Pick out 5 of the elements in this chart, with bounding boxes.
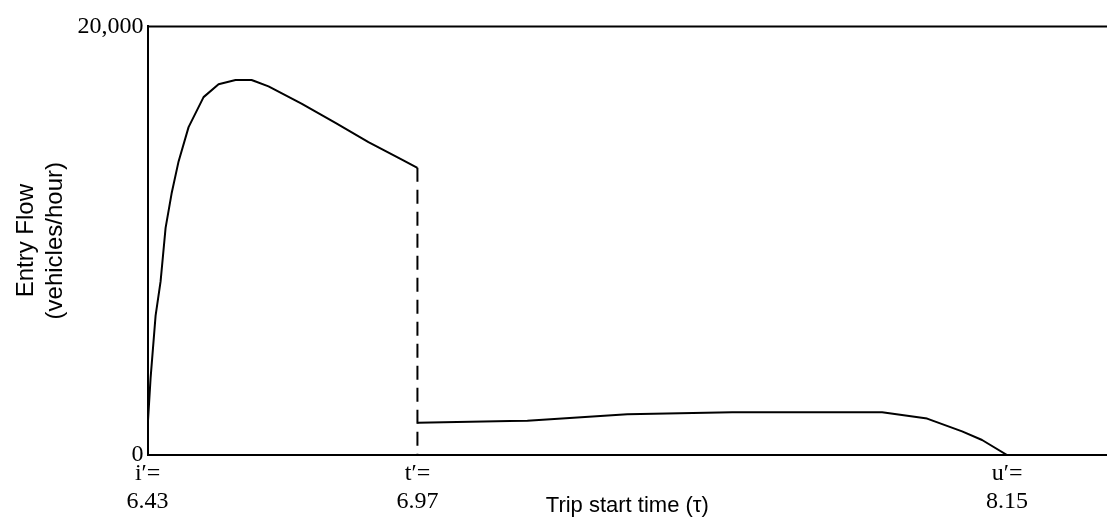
y-axis-title: Entry Flow (vehicles/hour) — [11, 162, 67, 320]
x-axis-title: Trip start time (τ) — [545, 491, 709, 517]
x-tick-label: t′= 6.97 — [396, 458, 439, 514]
x-tick-label: u′= 8.15 — [986, 458, 1029, 514]
y-tick-label: 20,000 — [77, 11, 144, 38]
